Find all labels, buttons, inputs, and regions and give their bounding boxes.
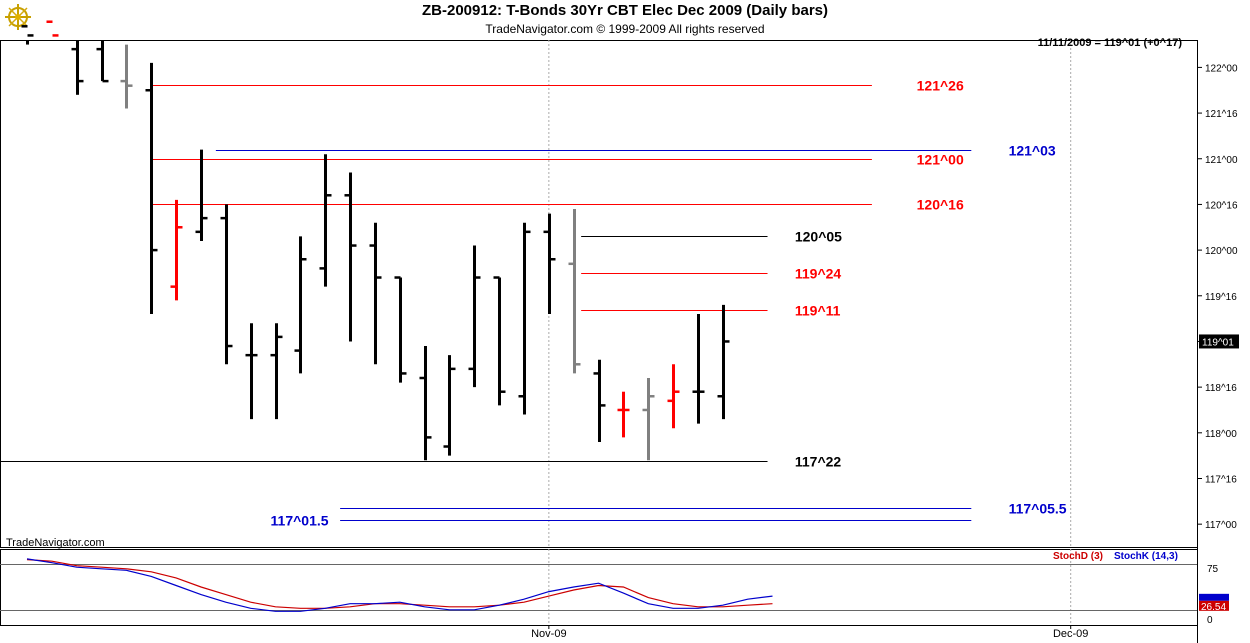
ohlc-bar — [46, 20, 59, 37]
ohlc-bar — [617, 391, 630, 438]
level-label: 120^05 — [795, 229, 842, 245]
last-price-box — [1199, 334, 1239, 349]
ohlc-bar — [96, 40, 109, 83]
chart-header: ZB-200912: T-Bonds 30Yr CBT Elec Dec 200… — [0, 0, 1250, 40]
last-value-label: 26.54 — [1201, 602, 1226, 613]
ohlc-bar — [419, 346, 432, 461]
ohlc-bar — [170, 199, 183, 301]
level-label: 117^05.5 — [1009, 501, 1067, 517]
trade-navigator-logo-icon — [5, 4, 31, 30]
copyright-text: TradeNavigator.com © 1999-2009 All right… — [485, 22, 765, 36]
level-label: 117^22 — [795, 454, 842, 470]
ohlc-bar — [344, 172, 357, 342]
ohlc-bar — [319, 154, 332, 287]
y-tick-label: 117^00 — [1205, 520, 1237, 531]
watermark-text: TradeNavigator.com — [6, 537, 105, 549]
x-tick-label: Dec-09 — [1053, 628, 1088, 640]
level-label: 117^01.5 — [271, 513, 329, 529]
last-value-box-top — [1199, 593, 1229, 601]
level-label: 119^11 — [795, 303, 841, 319]
last-value-box — [1199, 600, 1229, 611]
stoch-series-line — [26, 558, 773, 612]
ohlc-bar — [294, 236, 307, 374]
ohlc-bar — [543, 213, 556, 315]
ohlc-bar — [270, 323, 283, 420]
level-label: 121^00 — [917, 152, 964, 168]
legend-stochd: StochD (3) — [1053, 551, 1103, 562]
legend-stochk: StochK (14,3) — [1114, 551, 1178, 562]
y-tick-label: 118^16 — [1205, 383, 1237, 394]
level-label: 120^16 — [917, 197, 964, 213]
stoch-tick-label: 0 — [1207, 615, 1213, 626]
ohlc-bar — [195, 149, 208, 241]
x-tick-label: Nov-09 — [531, 628, 566, 640]
ohlc-bar — [468, 245, 481, 388]
ohlc-bar — [220, 204, 233, 365]
y-tick-label: 117^16 — [1205, 474, 1237, 485]
price-panel-frame — [0, 40, 1198, 548]
ohlc-bar — [717, 304, 730, 420]
ohlc-bar — [120, 44, 133, 109]
ohlc-bar — [692, 314, 705, 424]
level-label: 121^03 — [1009, 143, 1056, 159]
y-tick-label: 120^16 — [1205, 200, 1238, 211]
ohlc-bar — [667, 364, 680, 429]
y-tick-label: 118^00 — [1205, 429, 1237, 440]
stoch-tick-label: 75 — [1207, 564, 1219, 575]
ohlc-bar — [493, 276, 506, 406]
y-tick-label: 122^00 — [1205, 63, 1238, 74]
y-tick-label: 121^16 — [1205, 109, 1238, 120]
chart-title: ZB-200912: T-Bonds 30Yr CBT Elec Dec 200… — [422, 2, 828, 19]
y-tick-label: 119^16 — [1205, 292, 1237, 303]
last-price-label: 119^01 — [1202, 337, 1234, 348]
ohlc-bar — [245, 323, 258, 420]
stoch-series-line — [26, 559, 773, 609]
level-label: 121^26 — [917, 78, 964, 94]
ohlc-bar — [518, 222, 531, 415]
ohlc-bar — [443, 355, 456, 456]
level-label: 119^24 — [795, 266, 842, 282]
ohlc-bar — [394, 276, 407, 383]
ohlc-bar — [71, 40, 84, 95]
ohlc-bar — [145, 62, 158, 315]
y-tick-label: 120^00 — [1205, 246, 1238, 257]
quote-readout: 11/11/2009 = 119^01 (+0^17) — [1038, 37, 1183, 49]
ohlc-bar — [369, 222, 382, 365]
ohlc-bar — [21, 25, 34, 45]
ohlc-bar — [593, 359, 606, 442]
ohlc-bar — [568, 209, 581, 374]
y-tick-label: 121^00 — [1205, 155, 1238, 166]
ohlc-bar — [642, 378, 655, 461]
